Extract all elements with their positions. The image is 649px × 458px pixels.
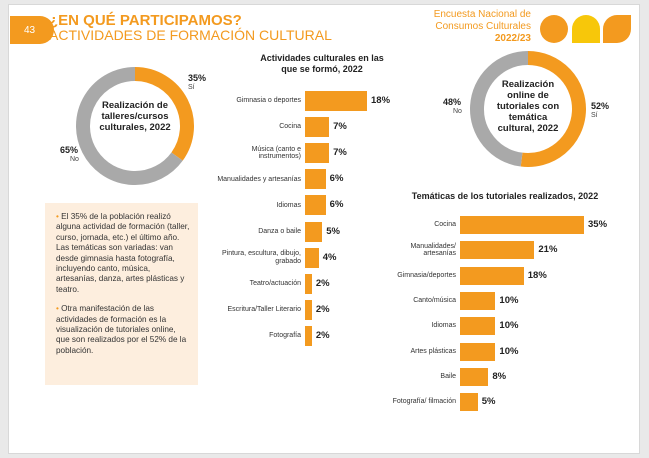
donut-tutoriales-si-name: Sí: [591, 112, 598, 119]
actividades-value-label: 2%: [315, 329, 330, 341]
bullet-icon: •: [56, 304, 62, 314]
actividades-bar: [305, 169, 326, 190]
actividades-value-label: 4%: [322, 251, 337, 263]
logo-circle-shape: [540, 15, 568, 43]
bar-chart-actividades-title: Actividades culturales en las que se for…: [260, 53, 384, 74]
actividades-category-label: Danza o baile: [258, 227, 301, 235]
tutoriales-value-label: 18%: [527, 269, 547, 281]
tutoriales-bar: [460, 367, 489, 386]
donut-talleres-si-pct: 35%: [188, 73, 207, 83]
tutoriales-value-label: 10%: [499, 294, 519, 306]
bar-chart-tutoriales-title: Temáticas de los tutoriales realizados, …: [411, 191, 599, 201]
page-subtitle: ACTIVIDADES DE FORMACIÓN CULTURAL: [49, 27, 332, 43]
actividades-value-label: 2%: [315, 277, 330, 289]
tutoriales-category-label: Canto/música: [413, 297, 456, 305]
actividades-bar: [305, 273, 312, 294]
donut-tutoriales-slice-no: [470, 51, 529, 167]
actividades-bar: [305, 247, 319, 268]
actividades-value-label: 6%: [329, 199, 344, 211]
actividades-value-label: 7%: [333, 121, 347, 133]
survey-line-1: Encuesta Nacional de: [433, 9, 531, 20]
actividades-bar: [305, 221, 323, 242]
tutoriales-category-label: Idiomas: [431, 322, 456, 330]
actividades-value-label: 18%: [371, 95, 391, 106]
survey-name: Encuesta Nacional de Consumos Culturales…: [434, 9, 531, 45]
tutoriales-category-label: Manualidades/ artesanías: [410, 242, 456, 258]
tutoriales-bar: [460, 291, 496, 310]
tutoriales-category-label: Baile: [440, 373, 456, 381]
bullet-icon: •: [56, 212, 62, 221]
actividades-value-label: 7%: [333, 147, 347, 159]
tutoriales-bar: [460, 317, 496, 336]
actividades-category-label: Cocina: [279, 123, 301, 131]
donut-tutoriales-center-label: Realización online de tutoriales con tem…: [496, 79, 560, 134]
actividades-value-label: 5%: [326, 225, 340, 237]
tutoriales-bar: [460, 393, 478, 412]
donut-tutoriales-si-label: 52% Sí: [591, 101, 609, 121]
survey-logo: [540, 15, 631, 43]
tutoriales-bar: [460, 266, 524, 285]
survey-year: 2022/23: [494, 33, 531, 44]
actividades-bar: [305, 299, 312, 320]
tutoriales-value-label: 35%: [588, 219, 608, 230]
tutoriales-category-label: Gimnasia/deportes: [397, 271, 456, 279]
info-paragraph-1: • El 35% de la población realizó alguna …: [56, 212, 190, 295]
donut-tutoriales-si-pct: 52%: [591, 101, 610, 111]
tutoriales-category-label: Fotografía/ filmación: [392, 398, 456, 406]
donut-talleres-slice-no: [76, 67, 183, 185]
tutoriales-value-label: 10%: [499, 320, 519, 332]
donut-chart-talleres: [76, 67, 194, 185]
actividades-value-label: 2%: [315, 303, 330, 315]
donut-tutoriales-no-name: No: [453, 108, 462, 115]
tutoriales-value-label: 8%: [492, 370, 507, 382]
info-box: • El 35% de la población realizó alguna …: [45, 203, 198, 385]
info-text-2: Otra manifestación de las actividades de…: [56, 304, 187, 355]
actividades-category-label: Escritura/Taller Literario: [227, 306, 301, 314]
donut-talleres-center-label: Realización de talleres/cursos culturale…: [99, 100, 171, 133]
page-number: 43: [10, 16, 54, 44]
donut-talleres-no-pct: 65%: [60, 145, 79, 155]
actividades-category-label: Música (canto e instrumentos): [251, 145, 301, 161]
tutoriales-category-label: Artes plásticas: [410, 347, 456, 355]
tutoriales-value-label: 21%: [538, 244, 558, 256]
donut-tutoriales-no-label: 48% No: [443, 97, 462, 117]
donut-talleres-no-label: 65% No: [60, 145, 79, 165]
actividades-value-label: 6%: [329, 173, 344, 185]
actividades-bar: [305, 91, 367, 111]
tutoriales-value-label: 10%: [499, 345, 519, 357]
actividades-category-label: Pintura, escultura, dibujo, grabado: [222, 250, 301, 265]
page-title: ¿EN QUÉ PARTICIPAMOS?: [49, 12, 242, 29]
donut-talleres-no-name: No: [70, 156, 79, 163]
tutoriales-value-label: 5%: [481, 396, 496, 408]
actividades-category-label: Idiomas: [276, 201, 301, 209]
actividades-bar: [305, 143, 330, 164]
donut-talleres-si-label: 35% Sí: [188, 73, 206, 93]
logo-arch-shape: [572, 15, 600, 43]
donut-tutoriales-no-pct: 48%: [443, 97, 462, 107]
tutoriales-bar: [460, 342, 496, 361]
logo-leaf-shape: [603, 15, 631, 43]
tutoriales-category-label: Cocina: [434, 221, 456, 229]
actividades-bar: [305, 117, 330, 138]
tutoriales-bar: [460, 216, 584, 234]
donut-tutoriales-slice-si: [520, 51, 586, 167]
actividades-category-label: Gimnasia o deportes: [236, 97, 301, 105]
actividades-category-label: Manualidades y artesanías: [217, 175, 301, 183]
info-text-1: El 35% de la población realizó alguna ac…: [56, 212, 190, 294]
actividades-category-label: Teatro/actuación: [249, 279, 301, 287]
actividades-bar: [305, 325, 312, 346]
survey-line-2: Consumos Culturales: [435, 21, 531, 32]
actividades-bar: [305, 195, 326, 216]
donut-chart-tutoriales: [470, 51, 586, 167]
info-paragraph-2: • Otra manifestación de las actividades …: [56, 304, 190, 356]
actividades-category-label: Fotografía: [269, 332, 301, 340]
donut-talleres-slice-si: [134, 67, 194, 161]
tutoriales-bar: [460, 241, 535, 260]
donut-talleres-si-name: Sí: [188, 84, 195, 91]
